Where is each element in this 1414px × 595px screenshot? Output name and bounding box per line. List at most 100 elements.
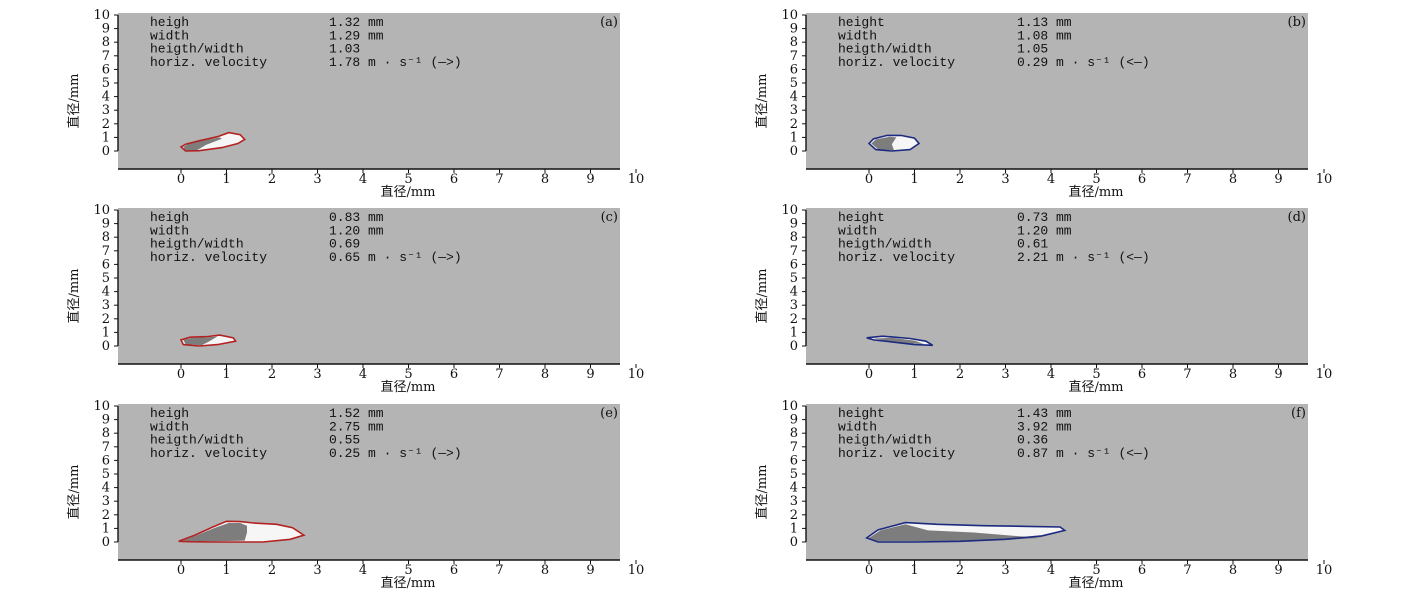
x-tick-label: 5: [404, 367, 412, 382]
info-value: 0.55: [329, 433, 360, 448]
y-tick-label: 3: [790, 494, 798, 509]
x-tick-label: 5: [404, 563, 412, 578]
y-tick-label: 2: [102, 117, 110, 132]
x-tick-label: 9: [586, 563, 594, 578]
x-tick-label: 0: [177, 172, 185, 187]
x-tick-label: 1: [222, 563, 230, 578]
info-value: 1.20 mm: [1017, 223, 1072, 238]
y-tick-label: 3: [790, 298, 798, 313]
info-value: 1.43 mm: [1017, 406, 1072, 421]
y-tick-label: 8: [790, 35, 798, 50]
info-value: 1.32 mm: [329, 15, 384, 30]
y-tick-label: 0: [102, 339, 110, 354]
y-tick-label: 5: [102, 467, 110, 482]
info-label: horiz. velocity: [150, 446, 267, 461]
info-label: width: [150, 223, 189, 238]
info-value: 0.25 m · s⁻¹ (—>): [329, 446, 462, 461]
x-tick-label: 0: [177, 367, 185, 382]
info-value: 0.65 m · s⁻¹ (—>): [329, 250, 462, 265]
y-tick-label: 1: [790, 325, 798, 340]
y-tick-label: 6: [790, 453, 798, 468]
y-tick-label: 8: [790, 230, 798, 245]
y-tick-label: 2: [790, 508, 798, 523]
y-tick-label: 1: [790, 130, 798, 145]
bubble-shadow: [183, 137, 222, 151]
y-tick-label: 1: [102, 130, 110, 145]
x-tick-label: 0: [865, 563, 873, 578]
info-label: horiz. velocity: [150, 55, 267, 70]
x-tick-label: 6: [1138, 563, 1146, 578]
info-value: 2.75 mm: [329, 419, 384, 434]
y-tick-label: 5: [790, 467, 798, 482]
x-tick-label: 10: [628, 563, 645, 578]
info-value: 0.83 mm: [329, 210, 384, 225]
y-tick-label: 9: [102, 217, 110, 232]
y-tick-label: 9: [102, 413, 110, 428]
y-tick-label: 6: [102, 257, 110, 272]
info-value: 3.92 mm: [1017, 419, 1072, 434]
x-tick-label: 1: [910, 367, 918, 382]
y-tick-label: 6: [102, 62, 110, 77]
info-label: heigth/width: [838, 42, 932, 57]
y-tick-label: 3: [102, 103, 110, 118]
info-label: height: [838, 406, 885, 421]
x-tick-label: 4: [1047, 563, 1055, 578]
info-value: 0.87 m · s⁻¹ (<—): [1017, 446, 1150, 461]
info-value: 1.52 mm: [329, 406, 384, 421]
x-tick-label: 1: [222, 367, 230, 382]
y-tick-label: 7: [102, 49, 110, 64]
x-tick-label: 9: [1274, 563, 1282, 578]
x-tick-label: 8: [1229, 563, 1237, 578]
info-label: horiz. velocity: [838, 446, 955, 461]
bubble-outline: [179, 131, 246, 152]
info-label: heigth/width: [150, 237, 244, 252]
x-tick-label: 9: [1274, 172, 1282, 187]
x-tick-label: 4: [1047, 172, 1055, 187]
y-tick-label: 1: [102, 521, 110, 536]
y-tick-label: 2: [102, 312, 110, 327]
info-label: heigh: [150, 15, 189, 30]
x-tick-label: 5: [1092, 563, 1100, 578]
x-tick-label: 10: [628, 367, 645, 382]
x-tick-label: 4: [359, 367, 367, 382]
bubble-outline: [179, 334, 237, 347]
x-tick-label: 0: [865, 172, 873, 187]
x-tick-label: 8: [1229, 367, 1237, 382]
info-value: 0.29 m · s⁻¹ (<—): [1017, 55, 1150, 70]
info-label: horiz. velocity: [150, 250, 267, 265]
panel-label: (a): [600, 15, 618, 30]
x-tick-label: 9: [1274, 367, 1282, 382]
info-label: width: [838, 223, 877, 238]
y-tick-label: 1: [102, 325, 110, 340]
y-tick-label: 0: [102, 535, 110, 550]
x-tick-label: 9: [586, 367, 594, 382]
y-tick-label: 10: [781, 399, 798, 414]
y-tick-label: 9: [790, 413, 798, 428]
y-tick-label: 4: [102, 90, 110, 105]
x-tick-label: 1: [910, 563, 918, 578]
info-value: 1.08 mm: [1017, 28, 1072, 43]
y-tick-label: 9: [102, 22, 110, 37]
info-label: width: [150, 28, 189, 43]
x-tick-label: 8: [541, 172, 549, 187]
info-value: 0.61: [1017, 237, 1048, 252]
bubble-outline: [178, 520, 306, 543]
x-tick-label: 3: [1001, 563, 1009, 578]
y-tick-label: 7: [102, 244, 110, 259]
bubble-shadow: [181, 523, 247, 542]
x-tick-label: 6: [450, 172, 458, 187]
y-axis-label: 直径/mm: [755, 73, 770, 128]
bubble-shadow: [183, 336, 218, 346]
bubble-outline: [866, 335, 934, 347]
y-axis-label: 直径/mm: [67, 464, 82, 519]
x-tick-label: 6: [450, 367, 458, 382]
x-tick-label: 3: [313, 367, 321, 382]
x-tick-label: 3: [313, 563, 321, 578]
y-tick-label: 10: [93, 8, 110, 23]
bubble-outline: [864, 521, 1067, 543]
x-tick-label: 7: [495, 172, 503, 187]
y-tick-label: 0: [790, 144, 798, 159]
